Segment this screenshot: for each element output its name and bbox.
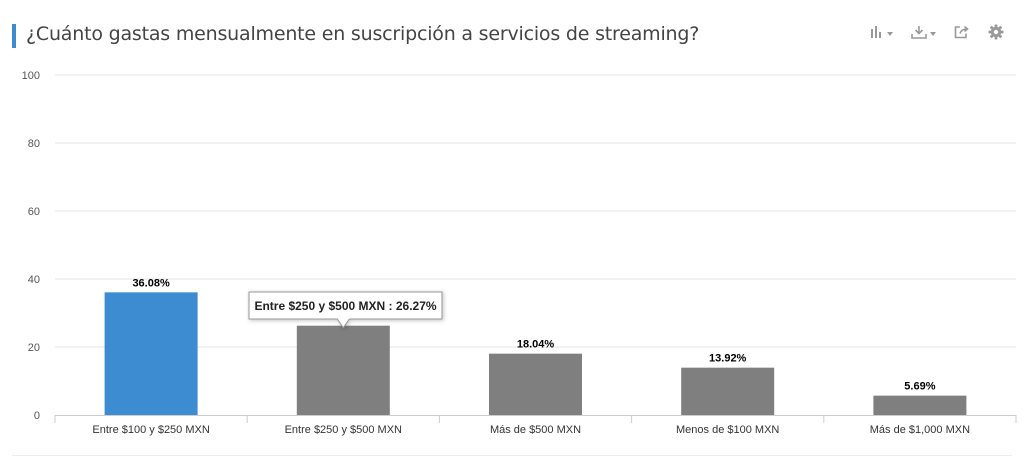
share-icon xyxy=(954,25,969,39)
y-tick-label: 80 xyxy=(28,138,40,150)
y-tick-label: 40 xyxy=(28,274,40,286)
download-button[interactable] xyxy=(911,25,936,39)
settings-button[interactable] xyxy=(988,24,1004,40)
y-tick-label: 60 xyxy=(28,206,40,218)
chart-toolbar xyxy=(870,24,1004,40)
gear-icon xyxy=(988,24,1004,40)
bar xyxy=(681,367,775,415)
bar xyxy=(104,292,198,415)
tooltip-box xyxy=(248,291,443,329)
data-label: 5.69% xyxy=(904,381,935,393)
bar-chart-icon xyxy=(871,26,881,38)
bar xyxy=(296,325,390,415)
download-icon xyxy=(911,26,927,39)
data-label: 13.92% xyxy=(709,353,747,365)
data-label: 18.04% xyxy=(517,339,555,351)
chevron-down-icon xyxy=(887,32,893,36)
page-title: ¿Cuánto gastas mensualmente en suscripci… xyxy=(26,23,700,45)
bar xyxy=(873,395,967,415)
data-label: 36.08% xyxy=(132,277,170,289)
y-tick-label: 20 xyxy=(28,342,40,354)
tooltip-text: Entre $250 y $500 MXN : 26.27% xyxy=(254,299,436,313)
x-tick-label: Entre $250 y $500 MXN xyxy=(285,424,402,436)
x-tick-label: Menos de $100 MXN xyxy=(676,424,779,436)
chevron-down-icon xyxy=(930,32,936,36)
x-tick-label: Entre $100 y $250 MXN xyxy=(92,424,209,436)
chart-type-button[interactable] xyxy=(870,26,893,38)
y-tick-label: 0 xyxy=(34,410,40,422)
x-tick-label: Más de $1,000 MXN xyxy=(870,424,970,436)
share-button[interactable] xyxy=(954,25,970,39)
title-accent-bar xyxy=(12,24,16,48)
y-tick-label: 100 xyxy=(22,70,40,82)
bar xyxy=(489,353,582,415)
bottom-divider xyxy=(12,455,1012,456)
x-tick-label: Más de $500 MXN xyxy=(490,424,581,436)
